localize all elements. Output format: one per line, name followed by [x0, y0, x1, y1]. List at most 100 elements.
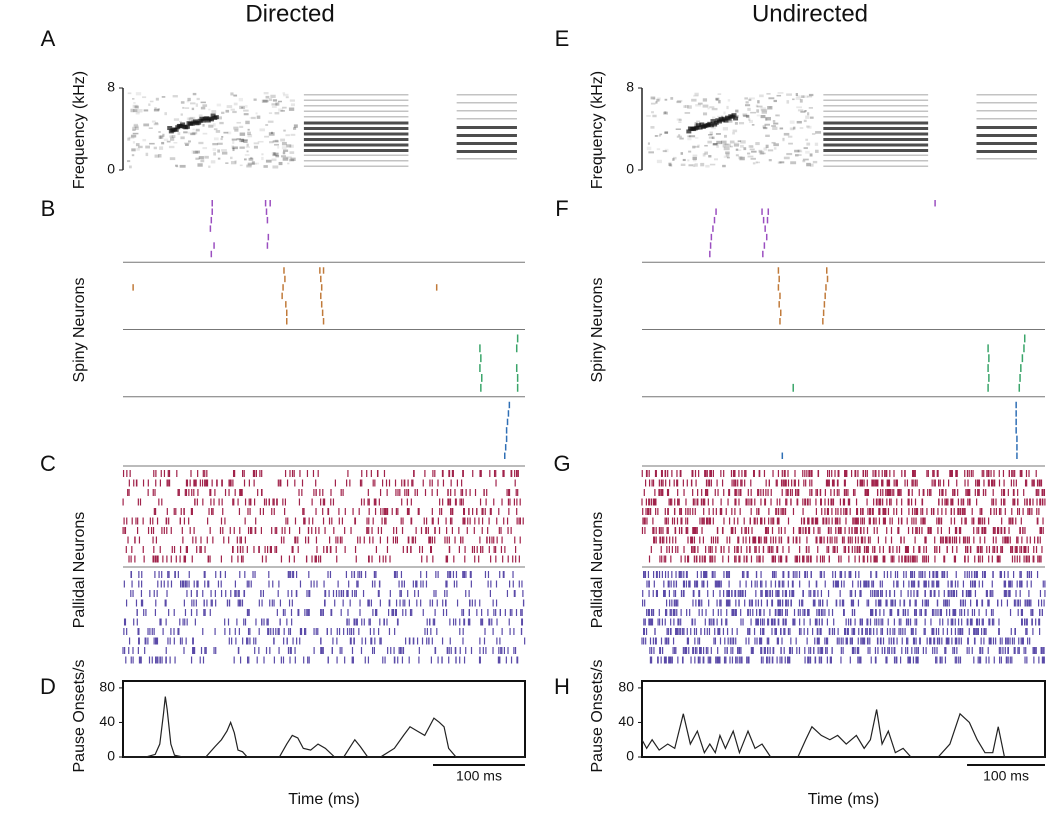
sonogram-texture — [662, 150, 667, 153]
sonogram-texture — [153, 123, 159, 126]
sonogram-texture — [191, 107, 195, 111]
sonogram-texture — [217, 142, 223, 145]
sonogram-texture — [768, 159, 772, 162]
sonogram-texture — [806, 125, 810, 128]
scale-bar-label: 100 ms — [983, 768, 1029, 784]
sonogram-texture — [456, 158, 517, 160]
sonogram-texture — [717, 93, 722, 95]
sonogram-texture — [782, 137, 785, 142]
panel-letter: A — [41, 26, 56, 51]
sonogram-texture — [745, 101, 749, 104]
sonogram-texture — [765, 118, 768, 121]
sonogram-texture — [148, 103, 151, 106]
sonogram-texture — [711, 107, 718, 111]
sonogram-texture — [243, 113, 249, 116]
sonogram-texture — [808, 107, 813, 109]
rate-line — [123, 696, 525, 758]
sonogram-texture — [236, 121, 242, 124]
sonogram-texture — [704, 144, 708, 147]
sonogram-texture — [248, 157, 254, 161]
sonogram-texture — [157, 108, 160, 111]
sonogram-texture — [720, 115, 724, 118]
sonogram-texture — [722, 127, 728, 131]
sonogram-texture — [976, 126, 1037, 129]
sonogram-texture — [278, 100, 282, 103]
sonogram-texture — [696, 120, 701, 123]
sonogram-texture — [707, 140, 712, 144]
sonogram-texture — [802, 159, 806, 163]
sonogram-texture — [675, 128, 681, 130]
sonogram-texture — [786, 152, 793, 156]
sonogram-texture — [744, 97, 748, 100]
sonogram-texture — [758, 149, 763, 153]
plot-frame — [641, 680, 1046, 758]
sonogram-texture — [268, 98, 273, 102]
sonogram-texture — [823, 94, 929, 96]
sonogram-texture — [198, 156, 204, 160]
sonogram-texture — [303, 154, 409, 156]
sonogram-texture — [760, 107, 766, 111]
sonogram-texture — [743, 147, 747, 151]
sonogram-texture — [795, 97, 802, 100]
sonogram-texture — [183, 131, 188, 134]
sonogram-texture — [217, 149, 221, 153]
sonogram-texture — [230, 92, 234, 96]
panel-letter: C — [40, 451, 56, 476]
sonogram-texture — [456, 110, 517, 112]
sonogram-texture — [133, 123, 139, 126]
sonogram-texture — [246, 143, 249, 147]
sonogram-texture — [135, 92, 142, 96]
sonogram-texture — [789, 127, 794, 130]
sonogram-texture — [715, 97, 720, 101]
sonogram-texture — [756, 161, 761, 164]
sonogram-texture — [792, 98, 795, 101]
sonogram-texture — [786, 93, 792, 96]
sonogram-texture — [247, 128, 250, 131]
sonogram-texture — [265, 124, 269, 126]
sonogram-texture — [799, 99, 803, 103]
sonogram-texture — [728, 119, 733, 123]
sonogram-texture — [823, 149, 929, 152]
y-axis-label: Spiny Neurons — [71, 278, 88, 383]
sonogram-texture — [274, 139, 279, 142]
sonogram-texture — [172, 95, 178, 98]
sonogram-texture — [806, 162, 811, 167]
sonogram-texture — [656, 148, 661, 151]
sonogram-texture — [303, 143, 409, 147]
sonogram-texture — [692, 156, 697, 160]
sonogram-texture — [162, 133, 165, 137]
sonogram-texture — [804, 110, 807, 112]
sonogram-texture — [271, 152, 276, 155]
sonogram-texture — [167, 126, 173, 131]
sonogram-texture — [775, 114, 779, 117]
sonogram-texture — [732, 129, 738, 133]
sonogram-texture — [672, 156, 677, 160]
sonogram-texture — [187, 131, 191, 135]
sonogram-texture — [687, 137, 692, 141]
sonogram-texture — [264, 135, 270, 138]
sonogram-texture — [283, 149, 289, 152]
sonogram-texture — [716, 119, 722, 124]
sonogram-texture — [239, 138, 245, 143]
sonogram-texture — [456, 102, 517, 104]
sonogram-texture — [752, 162, 756, 165]
sonogram-texture — [221, 135, 224, 138]
sonogram-texture — [217, 157, 221, 160]
sonogram-texture — [268, 112, 273, 115]
sonogram-texture — [135, 143, 140, 147]
sonogram-texture — [694, 92, 699, 96]
sonogram-texture — [293, 127, 297, 130]
sonogram-texture — [268, 132, 275, 136]
sonogram-texture — [132, 98, 135, 100]
sonogram-texture — [255, 112, 258, 115]
sonogram-texture — [456, 142, 517, 145]
sonogram-texture — [130, 108, 135, 113]
sonogram-texture — [259, 128, 265, 132]
sonogram-texture — [261, 156, 264, 161]
sonogram-texture — [678, 121, 682, 123]
sonogram-texture — [765, 116, 771, 121]
sonogram-texture — [648, 151, 654, 154]
sonogram-texture — [187, 97, 191, 102]
sonogram-texture — [272, 154, 277, 157]
sonogram-texture — [239, 146, 245, 149]
